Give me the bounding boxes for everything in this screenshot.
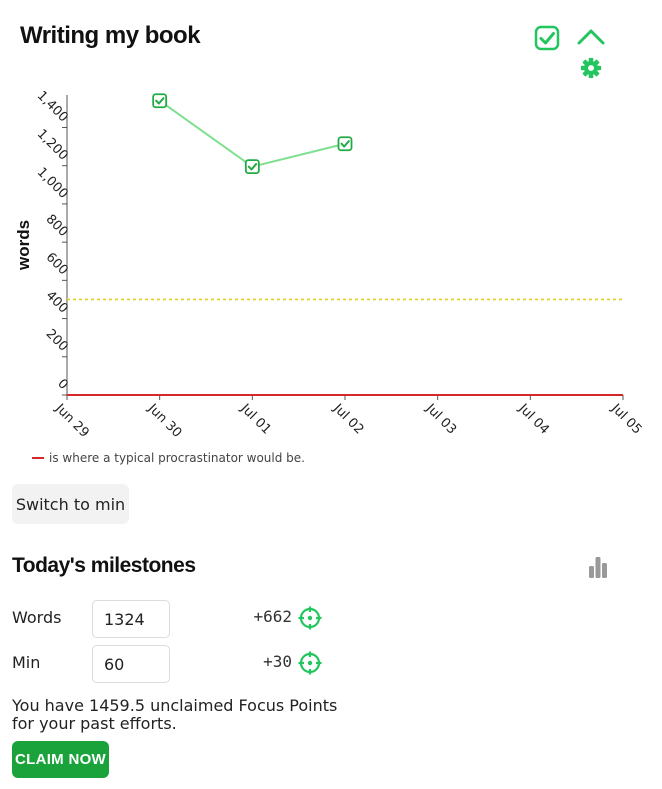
y-axis-label: words bbox=[14, 220, 33, 271]
x-tick-label: Jul 03 bbox=[422, 401, 459, 438]
x-tick-label: Jun 30 bbox=[144, 401, 184, 441]
y-tick-label: 1,000 bbox=[34, 165, 71, 202]
bar-chart-icon[interactable] bbox=[587, 555, 609, 579]
focus-points-message: You have 1459.5 unclaimed Focus Points f… bbox=[12, 696, 338, 733]
x-tick-label: Jun 29 bbox=[51, 401, 91, 441]
min-label: Min bbox=[12, 653, 41, 672]
gear-icon[interactable] bbox=[580, 57, 602, 79]
y-tick-label: 0 bbox=[54, 376, 70, 392]
claim-now-button[interactable]: CLAIM NOW bbox=[12, 741, 109, 778]
x-axis: Jun 29 Jun 30 Jul 01 Jul 02 Jul 03 Jul 04 Jul … bbox=[51, 394, 644, 441]
min-delta: +30 bbox=[263, 652, 292, 671]
target-icon[interactable] bbox=[298, 606, 322, 630]
words-input[interactable] bbox=[92, 600, 170, 638]
target-icon[interactable] bbox=[298, 651, 322, 675]
milestones-title: Today's milestones bbox=[12, 554, 196, 577]
chevron-up-icon[interactable] bbox=[576, 26, 606, 46]
data-point bbox=[152, 93, 168, 109]
switch-unit-button[interactable]: Switch to min bbox=[12, 484, 129, 524]
y-tick-label: 1,200 bbox=[34, 127, 71, 164]
x-tick-label: Jul 02 bbox=[329, 401, 366, 438]
words-delta: +662 bbox=[253, 607, 292, 626]
goal-title: Writing my book bbox=[20, 22, 201, 49]
x-tick-label: Jul 05 bbox=[607, 401, 644, 438]
y-tick-label: 1,400 bbox=[34, 88, 71, 125]
words-label: Words bbox=[12, 608, 62, 627]
data-point bbox=[337, 136, 353, 152]
legend-swatch bbox=[32, 457, 44, 459]
min-input[interactable] bbox=[92, 645, 170, 683]
checkbox-check-icon[interactable] bbox=[534, 25, 560, 51]
data-point bbox=[244, 159, 260, 175]
chart-legend: is where a typical procrastinator would … bbox=[32, 451, 305, 465]
series bbox=[152, 93, 353, 175]
series-line bbox=[159, 99, 346, 168]
reference-lines bbox=[67, 298, 623, 396]
legend-text: is where a typical procrastinator would … bbox=[49, 451, 305, 465]
x-tick-label: Jul 01 bbox=[237, 401, 274, 438]
x-tick-label: Jul 04 bbox=[515, 401, 552, 438]
